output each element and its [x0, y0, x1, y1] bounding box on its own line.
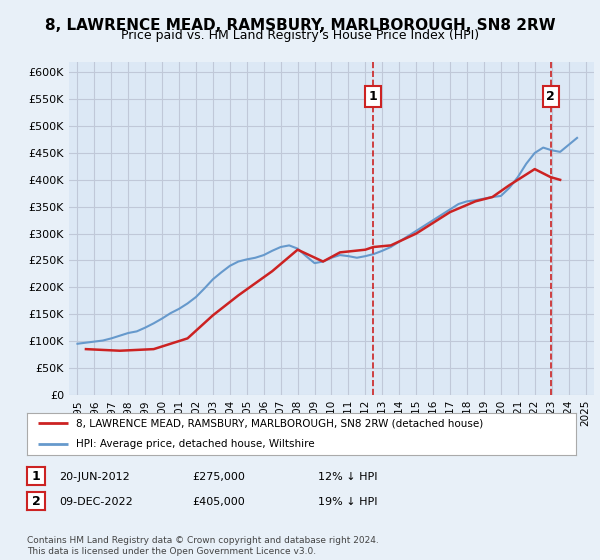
Text: 19% ↓ HPI: 19% ↓ HPI — [318, 497, 377, 507]
Text: 09-DEC-2022: 09-DEC-2022 — [59, 497, 133, 507]
Text: 20-JUN-2012: 20-JUN-2012 — [59, 472, 130, 482]
Text: 12% ↓ HPI: 12% ↓ HPI — [318, 472, 377, 482]
Text: 2: 2 — [32, 494, 40, 508]
Text: 8, LAWRENCE MEAD, RAMSBURY, MARLBOROUGH, SN8 2RW (detached house): 8, LAWRENCE MEAD, RAMSBURY, MARLBOROUGH,… — [76, 418, 484, 428]
Text: HPI: Average price, detached house, Wiltshire: HPI: Average price, detached house, Wilt… — [76, 439, 315, 449]
Text: 8, LAWRENCE MEAD, RAMSBURY, MARLBOROUGH, SN8 2RW: 8, LAWRENCE MEAD, RAMSBURY, MARLBOROUGH,… — [44, 18, 556, 33]
Text: £275,000: £275,000 — [192, 472, 245, 482]
Text: 1: 1 — [369, 90, 378, 103]
Text: 1: 1 — [32, 469, 40, 483]
Text: £405,000: £405,000 — [192, 497, 245, 507]
Text: 2: 2 — [546, 90, 555, 103]
Text: Price paid vs. HM Land Registry's House Price Index (HPI): Price paid vs. HM Land Registry's House … — [121, 29, 479, 42]
Text: Contains HM Land Registry data © Crown copyright and database right 2024.
This d: Contains HM Land Registry data © Crown c… — [27, 536, 379, 556]
